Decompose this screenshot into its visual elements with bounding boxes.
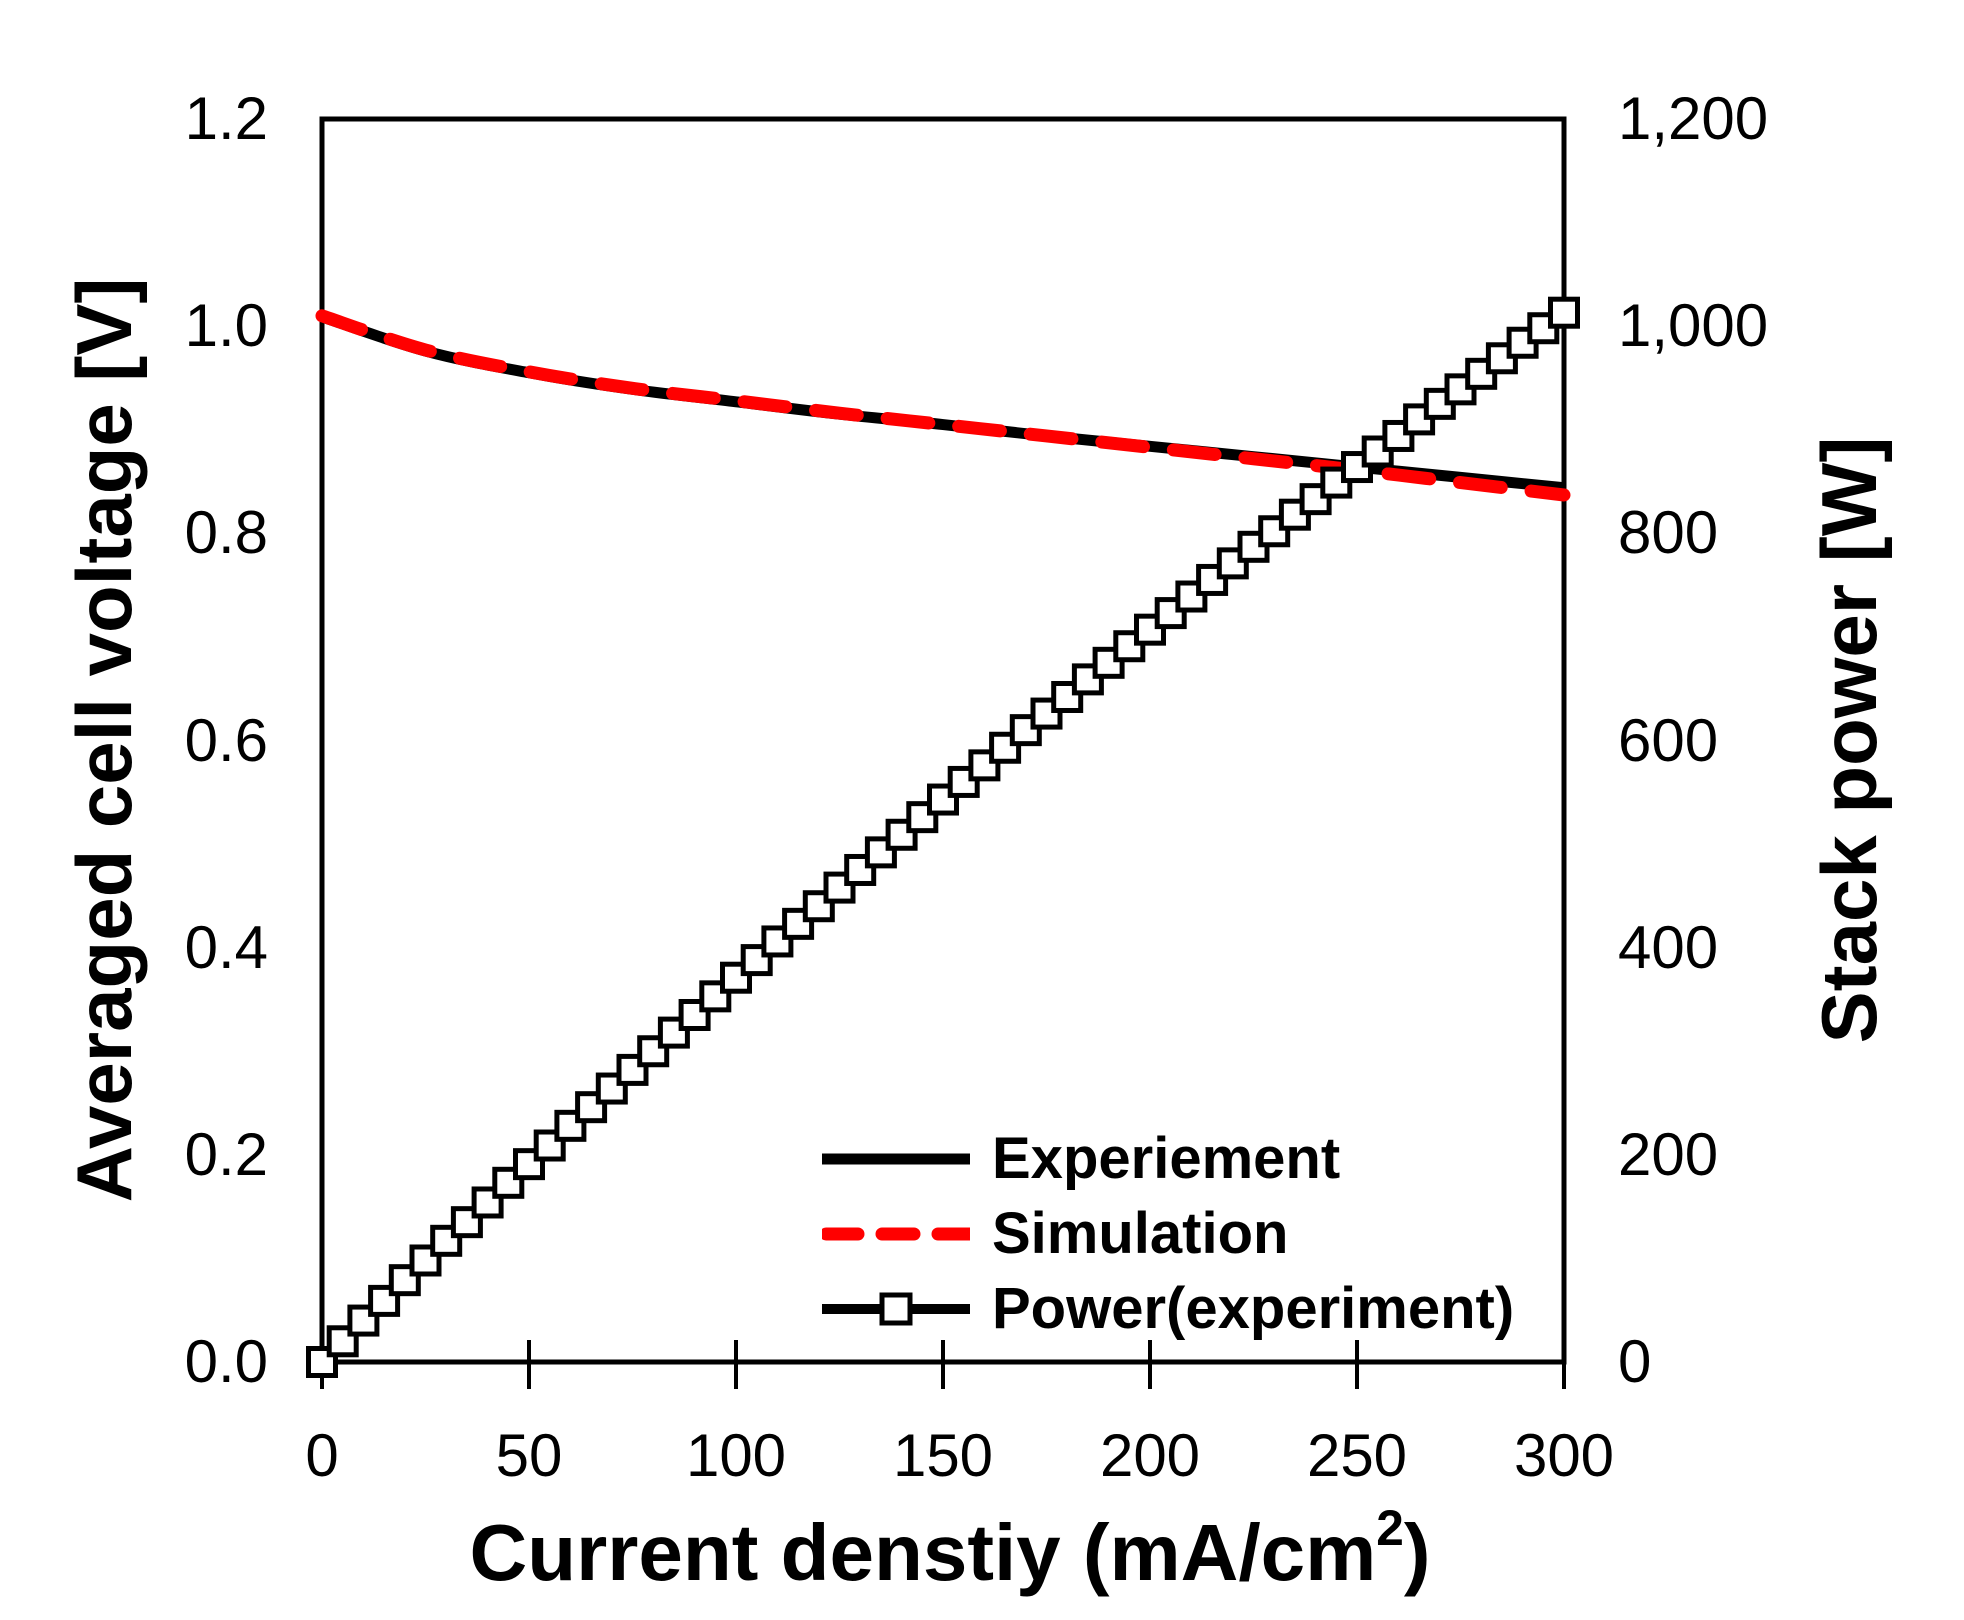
power-square-marker <box>864 836 897 869</box>
y-left-tick-label: 0.4 <box>184 913 268 981</box>
y-right-tick-label: 1,000 <box>1618 292 1769 360</box>
power-square-marker <box>947 765 980 798</box>
legend-label-simulation: Simulation <box>992 1200 1289 1266</box>
y-left-tick-label: 0.6 <box>184 706 268 774</box>
y-left-tick-label: 1.2 <box>184 85 268 152</box>
x-tick-label: 300 <box>1513 1422 1615 1489</box>
legend-item-power: Power(experiment) <box>822 1271 1514 1346</box>
legend-line-solid-black-icon <box>822 1153 970 1164</box>
x-tick-label: 150 <box>892 1422 994 1489</box>
x-tick-label: 0 <box>305 1422 339 1489</box>
power-square-marker <box>1548 296 1580 329</box>
x-tick-label: 200 <box>1099 1422 1201 1489</box>
y-left-tick-label: 0.8 <box>184 499 268 567</box>
legend-label-experiment: Experiement <box>992 1125 1341 1191</box>
y-axis-right-title: Stack power [W] <box>1805 436 1893 1044</box>
y-right-tick-label: 800 <box>1618 499 1719 567</box>
legend-line-dashed-red-icon <box>822 1227 970 1240</box>
y-left-tick-label: 0.0 <box>184 1328 268 1395</box>
y-right-tick-label: 1,200 <box>1618 85 1769 152</box>
power-square-marker <box>1382 419 1415 452</box>
power-square-marker <box>1216 547 1249 580</box>
y-right-tick-label: 200 <box>1618 1120 1719 1188</box>
legend-line-square-marker-icon <box>822 1292 970 1325</box>
y-left-tick-label: 0.2 <box>184 1120 268 1188</box>
x-tick-label: 50 <box>495 1422 563 1489</box>
x-axis-title-close: ) <box>1403 1507 1431 1597</box>
plot-frame <box>319 116 1567 1365</box>
y-axis-left-title: Averaged cell voltage [V] <box>60 277 148 1203</box>
power-square-marker <box>1299 483 1332 516</box>
y-right-tick-label: 400 <box>1618 913 1719 981</box>
legend-item-simulation: Simulation <box>822 1196 1514 1271</box>
x-tick-label: 250 <box>1306 1422 1408 1489</box>
x-axis-title-text: Current denstiy (mA/cm <box>469 1507 1377 1597</box>
legend-label-power: Power(experiment) <box>992 1275 1515 1341</box>
x-axis-title-superscript: 2 <box>1376 1499 1404 1556</box>
y-left-tick-label: 1.0 <box>184 292 268 360</box>
power-square-marker <box>906 801 939 834</box>
power-square-marker <box>1030 697 1063 730</box>
power-square-marker <box>720 961 752 994</box>
x-tick-label: 100 <box>685 1422 787 1489</box>
legend: Experiement Simulation Power(experiment) <box>822 1121 1514 1346</box>
x-axis-title: Current denstiy (mA/cm2) <box>469 1503 1430 1593</box>
y-right-tick-label: 0 <box>1618 1328 1652 1395</box>
y-right-tick-label: 600 <box>1618 706 1719 774</box>
power-square-marker <box>968 749 1001 782</box>
legend-item-experiment: Experiement <box>822 1121 1514 1196</box>
